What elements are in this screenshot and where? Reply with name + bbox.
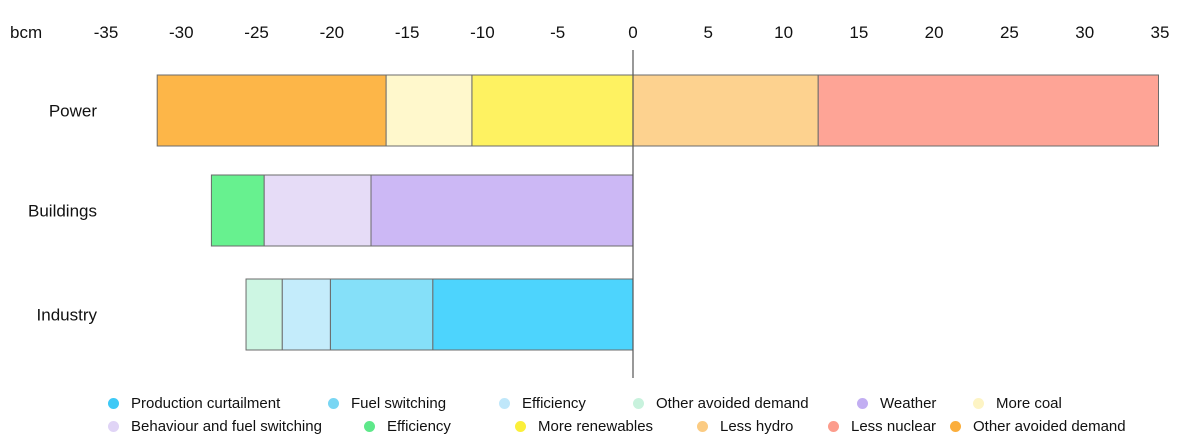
legend-swatch <box>364 420 375 432</box>
bar-segment <box>471 74 634 147</box>
x-tick-label: -10 <box>470 23 495 42</box>
category-labels: Power Buildings Industry <box>28 102 97 325</box>
x-tick-label: -35 <box>94 23 119 42</box>
legend-swatch <box>108 420 119 432</box>
x-axis-ticks: -35 -30 -25 -20 -15 -10 -5 0 5 10 15 20 25 30 35 <box>94 23 1170 42</box>
x-tick-label: 10 <box>774 23 793 42</box>
legend-label: Less hydro <box>720 417 794 435</box>
legend-swatch <box>950 420 961 432</box>
x-tick-label: 15 <box>849 23 868 42</box>
legend-swatch <box>515 420 526 432</box>
x-tick-label: 0 <box>628 23 637 42</box>
legend-item: Less hydro <box>697 415 793 437</box>
category-label: Industry <box>37 306 98 325</box>
x-tick-label: -5 <box>550 23 565 42</box>
bar-segment <box>370 174 634 247</box>
legend-swatch <box>857 397 868 409</box>
legend-swatch <box>499 397 510 409</box>
legend-label: Efficiency <box>387 417 451 435</box>
x-tick-label: 35 <box>1151 23 1170 42</box>
legend-item: Weather <box>857 392 936 414</box>
x-tick-label: -25 <box>244 23 269 42</box>
stacked-bar-chart: bcm -35 -30 -25 -20 -15 -10 -5 0 5 10 15 20 25 30 35 P… <box>10 23 1170 378</box>
x-tick-label: 5 <box>704 23 713 42</box>
legend-item: Less nuclear <box>828 415 936 437</box>
bar-segment <box>329 278 434 351</box>
x-tick-label: -15 <box>395 23 420 42</box>
legend-item: Fuel switching <box>328 392 446 414</box>
category-label: Buildings <box>28 202 97 221</box>
legend-item: Efficiency <box>364 415 451 437</box>
category-label: Power <box>49 102 98 121</box>
bar-segment <box>632 74 819 147</box>
legend-label: Other avoided demand <box>973 417 1126 435</box>
legend-swatch <box>328 397 339 409</box>
bar-segment <box>385 74 473 147</box>
legend-label: More renewables <box>538 417 654 435</box>
unit-label: bcm <box>10 23 42 42</box>
legend-label: Fuel switching <box>351 394 447 412</box>
legend-label: More coal <box>996 394 1062 412</box>
legend-swatch <box>108 397 119 409</box>
legend-item: Other avoided demand <box>633 392 809 414</box>
legend-item: Other avoided demand <box>950 415 1126 437</box>
x-tick-label: 25 <box>1000 23 1019 42</box>
legend-swatch <box>828 420 839 432</box>
legend-item: Behaviour and fuel switching <box>108 415 322 437</box>
legend-item: More coal <box>973 392 1062 414</box>
bar-segment <box>263 174 372 247</box>
legend-swatch <box>697 420 708 432</box>
legend-label: Weather <box>880 394 937 412</box>
legend-label: Efficiency <box>522 394 586 412</box>
x-tick-label: -30 <box>169 23 194 42</box>
legend-label: Less nuclear <box>851 417 937 435</box>
legend-label: Production curtailment <box>131 394 281 412</box>
legend-label: Other avoided demand <box>656 394 809 412</box>
legend-item: More renewables <box>515 415 653 437</box>
bar-segment <box>245 278 283 351</box>
legend-label: Behaviour and fuel switching <box>131 417 322 435</box>
bar-segment <box>281 278 331 351</box>
bar-segment <box>432 278 634 351</box>
legend-item: Production curtailment <box>108 392 280 414</box>
x-tick-label: -20 <box>320 23 345 42</box>
x-tick-label: 30 <box>1075 23 1094 42</box>
bar-segment <box>817 74 1159 147</box>
legend-item: Efficiency <box>499 392 586 414</box>
bar-segment <box>156 74 387 147</box>
bar-segments <box>156 74 1159 351</box>
bar-segment <box>210 174 265 247</box>
x-tick-label: 20 <box>925 23 944 42</box>
legend-swatch <box>973 397 984 409</box>
legend-swatch <box>633 397 644 409</box>
